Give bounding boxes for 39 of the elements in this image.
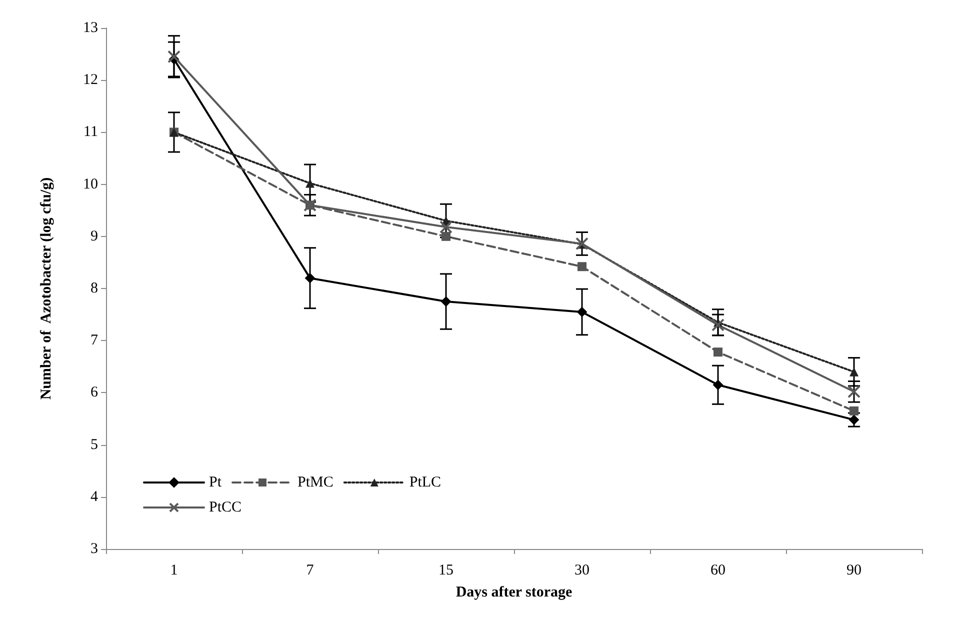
y-tick-label: 5 <box>90 436 98 453</box>
y-tick-label: 3 <box>90 541 98 557</box>
y-tick-label: 6 <box>90 384 98 401</box>
point <box>848 385 860 398</box>
x-axis-title: Days after storage <box>456 584 573 600</box>
point <box>441 296 451 307</box>
point <box>713 380 723 390</box>
y-tick-label: 13 <box>83 20 98 36</box>
x-tick-label: 15 <box>438 562 454 578</box>
legend-label: PtCC <box>209 500 242 516</box>
x-tick-label: 1 <box>170 562 178 578</box>
y-tick-label: 10 <box>83 176 98 192</box>
x-tick-label: 30 <box>574 562 590 578</box>
point <box>578 262 586 272</box>
point <box>850 406 858 416</box>
point <box>849 414 859 425</box>
point <box>714 348 722 357</box>
point <box>712 318 724 332</box>
point <box>442 232 450 241</box>
point <box>576 237 588 250</box>
x-tick-label: 7 <box>306 562 314 578</box>
x-tick-label: 60 <box>710 562 726 578</box>
point <box>577 306 587 317</box>
legend-label: Pt <box>209 474 222 490</box>
y-tick-label: 9 <box>90 228 98 244</box>
legend-label: PtMC <box>298 474 334 490</box>
legend-label: PtLC <box>409 474 442 490</box>
point <box>168 50 180 64</box>
y-tick-label: 7 <box>90 332 98 349</box>
x-tick-label: 90 <box>846 562 862 578</box>
y-axis-title: Number of Azotobacter (log cfu/g) <box>38 177 54 400</box>
y-tick-label: 12 <box>83 72 98 88</box>
point <box>440 220 452 234</box>
y-tick-label: 8 <box>90 280 98 296</box>
y-tick-label: 4 <box>90 488 98 505</box>
point <box>306 178 314 188</box>
point <box>305 273 315 284</box>
point <box>850 367 858 376</box>
y-tick-label: 11 <box>84 124 98 140</box>
